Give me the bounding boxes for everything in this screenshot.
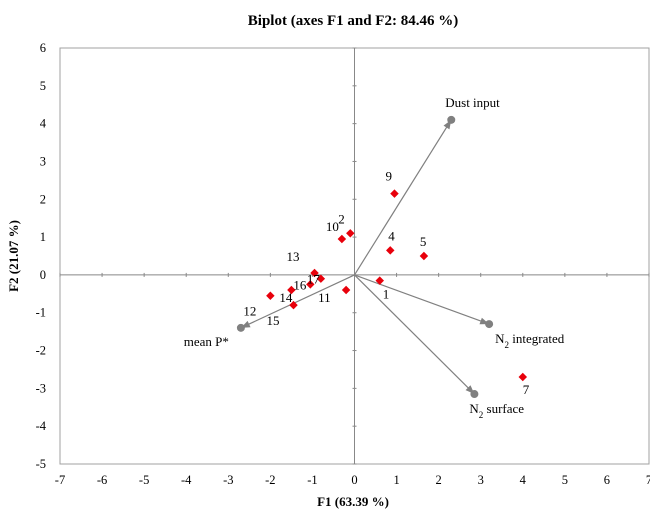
x-tick-label: 2 <box>436 473 442 487</box>
observation-marker <box>337 234 347 244</box>
observation-marker <box>316 274 326 283</box>
variable-vector <box>240 274 355 329</box>
observation-label: 10 <box>326 219 339 234</box>
observation-marker <box>310 268 319 278</box>
observation-label: 11 <box>318 290 331 305</box>
x-tick-label: 3 <box>478 473 484 487</box>
observation-marker <box>419 251 429 261</box>
variable-label: N2 integrated <box>495 331 565 350</box>
y-tick-label: 0 <box>40 268 46 282</box>
y-tick-label: 5 <box>40 79 46 93</box>
x-tick-label: 0 <box>351 473 357 487</box>
observation-marker <box>341 285 351 295</box>
y-tick-label: -4 <box>36 419 47 433</box>
observation-marker <box>306 280 315 289</box>
vector-endpoint-marker <box>470 390 479 399</box>
variable-vector <box>354 274 490 325</box>
x-tick-label: -4 <box>181 473 192 487</box>
y-tick-label: -3 <box>36 381 46 395</box>
vector-endpoint-marker <box>447 115 456 124</box>
y-axis-label: F2 (21.07 %) <box>6 220 21 292</box>
observation-label: 2 <box>338 211 345 226</box>
vector-endpoint-marker <box>236 323 245 332</box>
x-tick-label: 4 <box>520 473 527 487</box>
observation-label: 15 <box>266 313 279 328</box>
x-tick-label: -6 <box>97 473 107 487</box>
y-tick-label: 4 <box>40 117 47 131</box>
vector-endpoint-marker <box>485 320 494 329</box>
variable-label: Dust input <box>445 95 500 110</box>
x-tick-label: -2 <box>265 473 275 487</box>
observation-label: 13 <box>287 249 300 264</box>
observation-marker <box>518 372 528 382</box>
x-tick-label: -7 <box>55 473 65 487</box>
observation-marker <box>346 229 355 238</box>
observation-label: 12 <box>243 304 256 319</box>
y-tick-label: 6 <box>40 41 46 55</box>
observation-marker <box>289 300 298 310</box>
y-tick-label: -1 <box>36 306 46 320</box>
y-tick-label: 2 <box>40 192 46 206</box>
y-tick-label: 1 <box>40 230 46 244</box>
variable-label: mean P* <box>184 334 229 349</box>
x-axis-label: F1 (63.39 %) <box>317 494 389 509</box>
variable-vector <box>354 274 475 395</box>
x-tick-label: -3 <box>223 473 233 487</box>
x-tick-label: 5 <box>562 473 568 487</box>
observation-marker <box>375 276 384 285</box>
x-tick-label: -1 <box>307 473 317 487</box>
observation-label: 4 <box>388 228 395 243</box>
x-tick-label: -5 <box>139 473 149 487</box>
observation-label: 17 <box>307 272 321 287</box>
observation-label: 7 <box>523 382 530 397</box>
variable-label: N2 surface <box>469 401 524 420</box>
y-tick-label: 3 <box>40 154 46 168</box>
observation-label: 16 <box>293 277 307 292</box>
observation-label: 14 <box>279 290 293 305</box>
observation-label: 9 <box>385 169 392 184</box>
observation-marker <box>390 189 399 198</box>
observation-label: 5 <box>420 234 427 249</box>
y-tick-label: -2 <box>36 344 46 358</box>
chart-title: Biplot (axes F1 and F2: 84.46 %) <box>248 13 458 29</box>
axes <box>59 47 650 465</box>
observation-marker <box>266 291 275 300</box>
x-tick-label: 7 <box>646 473 650 487</box>
x-tick-label: 6 <box>604 473 610 487</box>
y-tick-label: -5 <box>36 457 46 471</box>
observation-marker <box>287 285 296 295</box>
variable-vectors: Dust input N2 integrated N2 surface mean P* <box>184 95 565 420</box>
observation-marker <box>386 246 395 255</box>
observation-label: 1 <box>383 287 390 302</box>
x-tick-label: 1 <box>393 473 399 487</box>
variable-vector <box>353 119 452 276</box>
